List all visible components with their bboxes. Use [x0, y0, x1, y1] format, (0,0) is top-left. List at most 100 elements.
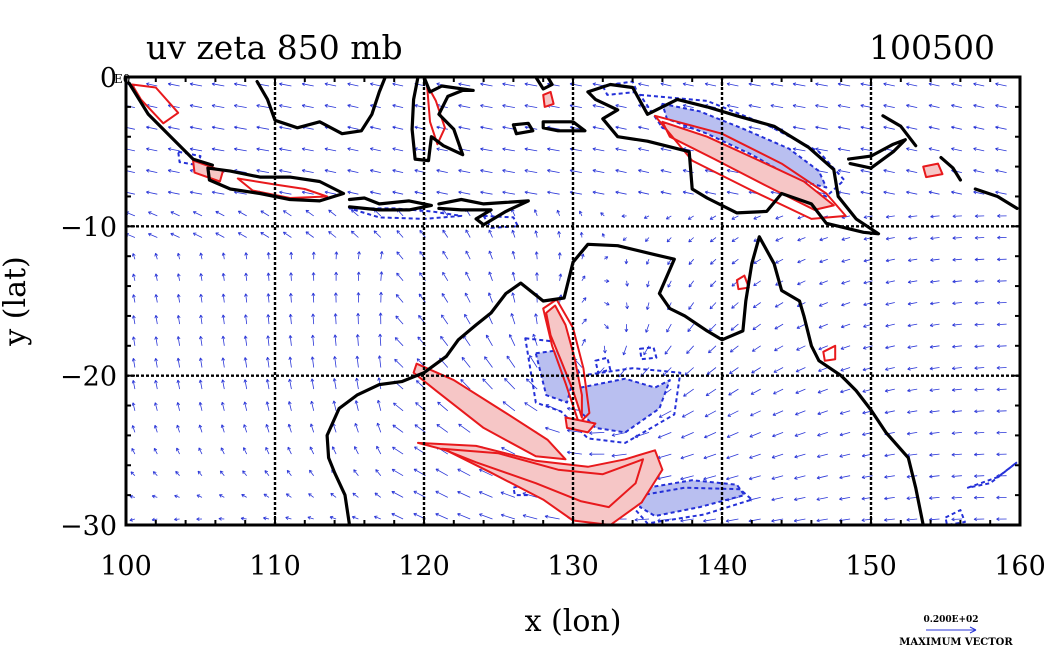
wind-vector [929, 301, 940, 306]
wind-vector [973, 190, 985, 195]
wind-vector [995, 168, 1007, 173]
wind-vector [151, 494, 158, 499]
wind-vector [189, 125, 203, 130]
wind-vector [772, 410, 784, 416]
y-tick-label: −20 [60, 362, 117, 393]
wind-vector [418, 293, 426, 303]
negative-vorticity-contour [944, 509, 966, 525]
wind-vector [774, 302, 784, 308]
wind-vector [952, 279, 962, 284]
wind-vector [174, 517, 180, 522]
wind-vector [884, 496, 895, 501]
wind-vector [974, 366, 985, 370]
wind-vector [797, 258, 806, 264]
wind-vector [638, 147, 650, 152]
x-tick-label: 160 [994, 551, 1046, 582]
chart-title: uv zeta 850 mb [146, 28, 403, 67]
wind-vector [461, 356, 471, 368]
wind-vector [996, 387, 1007, 392]
wind-vector [928, 190, 940, 195]
wind-vector [334, 271, 339, 281]
wind-vector [220, 447, 225, 455]
wind-vector [885, 323, 895, 328]
x-axis-label: x (lon) [525, 604, 622, 639]
wind-vector [285, 516, 292, 520]
wind-vector [256, 125, 270, 130]
wind-vector [369, 147, 381, 152]
wind-vector [951, 125, 962, 130]
wind-vector [885, 214, 895, 219]
coastline-sulawesi [410, 77, 475, 163]
wind-vector [725, 518, 739, 523]
wind-vector [973, 517, 985, 522]
wind-vector [883, 518, 895, 522]
wind-vector [837, 125, 851, 130]
wind-vector [907, 388, 918, 393]
wind-vector [883, 103, 895, 108]
wind-vector [566, 450, 582, 455]
wind-vector [840, 345, 851, 350]
wind-vector [795, 367, 806, 373]
wind-vector [311, 313, 316, 325]
wind-vector [884, 475, 895, 479]
wind-vector [748, 82, 761, 87]
wind-vector [907, 345, 918, 349]
wind-vector [311, 272, 316, 281]
wind-vector [885, 236, 895, 241]
wind-vector [974, 387, 985, 392]
wind-vector [906, 168, 918, 173]
wind-vector [330, 492, 337, 498]
wind-vector [906, 496, 918, 501]
wind-vector [266, 293, 271, 303]
wind-vector [198, 401, 203, 411]
wind-vector [839, 475, 851, 480]
wind-vector [488, 250, 493, 260]
wind-vector [589, 431, 605, 435]
wind-vector [266, 272, 271, 281]
wind-vector [243, 379, 248, 390]
wind-vector [233, 104, 247, 108]
wind-vector [502, 125, 515, 130]
wind-vector [951, 474, 962, 479]
y-tick-label: −30 [60, 511, 117, 542]
wind-vector [167, 168, 180, 173]
wind-vector [176, 252, 181, 260]
wind-vector [289, 292, 293, 303]
wind-vector [974, 301, 985, 305]
wind-vector [215, 232, 225, 238]
wind-vector [795, 388, 806, 394]
wind-vector [329, 515, 337, 520]
wind-vector [973, 474, 985, 478]
wind-vector [771, 475, 784, 480]
wind-vector [589, 452, 605, 457]
wind-vector [154, 252, 159, 260]
wind-vector [288, 335, 293, 346]
wind-vector [131, 336, 136, 346]
wind-vector [534, 313, 538, 325]
wind-vector [908, 236, 918, 241]
wind-vector [198, 357, 203, 368]
wind-vector [951, 452, 962, 457]
coastline-bali-lombok [347, 196, 433, 212]
wind-vector [797, 280, 806, 286]
wind-vector [973, 495, 985, 500]
wind-vector [375, 469, 382, 476]
wind-vector [244, 252, 249, 260]
wind-vector [748, 518, 761, 523]
wind-vector [243, 357, 248, 368]
wind-vector [369, 190, 381, 195]
wind-vector [192, 232, 203, 238]
wind-vector [457, 490, 471, 498]
wind-vector [146, 190, 158, 195]
wind-vector [751, 345, 761, 352]
wind-vector [379, 251, 384, 260]
wind-vector [885, 302, 895, 306]
wind-vector [480, 125, 493, 130]
wind-vector [684, 367, 694, 376]
wind-vector [376, 422, 382, 433]
wind-vector [883, 190, 895, 195]
wind-vector [860, 147, 873, 152]
positive-vorticity-contour [822, 344, 837, 362]
wind-vector [435, 512, 448, 520]
wind-vector [729, 345, 739, 353]
